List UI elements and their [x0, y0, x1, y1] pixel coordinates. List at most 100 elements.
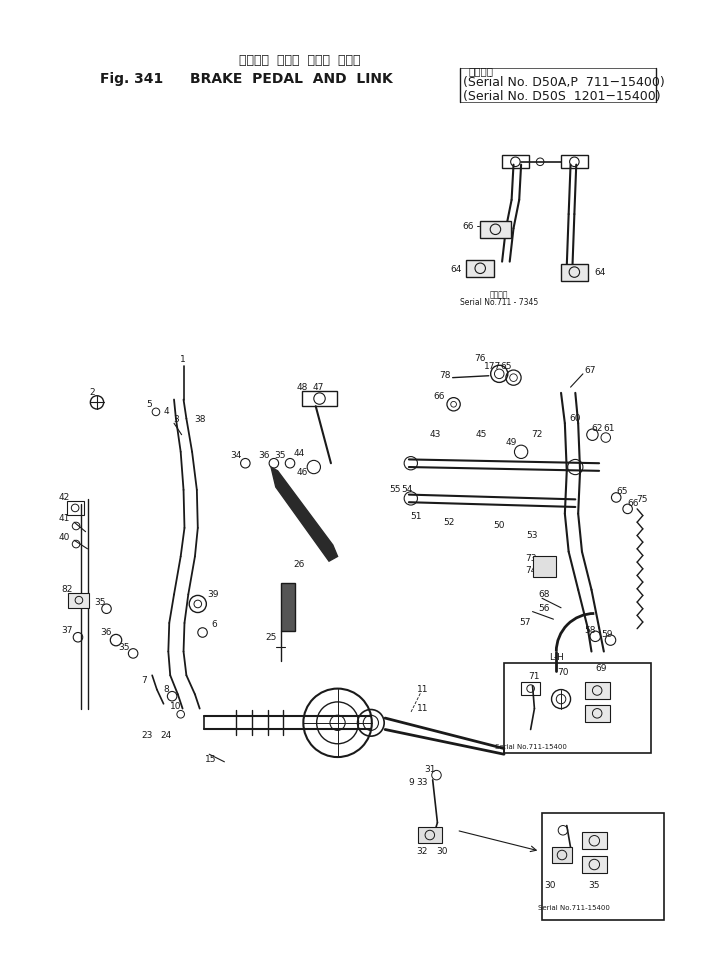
Text: 39: 39 — [207, 590, 219, 599]
Text: 68: 68 — [538, 590, 550, 599]
Text: 4: 4 — [164, 407, 169, 416]
Text: 62: 62 — [592, 424, 603, 432]
Bar — [418, 828, 442, 843]
Text: 72: 72 — [531, 431, 543, 439]
Text: BRAKE  PEDAL  AND  LINK: BRAKE PEDAL AND LINK — [190, 72, 393, 86]
Text: Serial No.711-15400: Serial No.711-15400 — [538, 905, 610, 912]
Bar — [585, 705, 609, 722]
Text: 31: 31 — [424, 765, 435, 774]
Text: 66: 66 — [462, 222, 474, 231]
Bar — [582, 856, 607, 873]
Text: 26: 26 — [293, 559, 304, 569]
Text: 35: 35 — [274, 451, 286, 460]
Text: 5: 5 — [147, 399, 152, 409]
Text: 48: 48 — [297, 383, 308, 392]
Bar — [521, 682, 540, 695]
Bar — [561, 155, 588, 169]
Text: 43: 43 — [430, 431, 442, 439]
Text: 64: 64 — [595, 268, 606, 277]
Bar — [69, 592, 89, 608]
Text: 3: 3 — [173, 415, 179, 424]
Text: 36: 36 — [258, 451, 270, 460]
Text: 73: 73 — [525, 554, 536, 563]
Text: 76: 76 — [475, 355, 486, 363]
Text: 1: 1 — [180, 356, 185, 364]
Text: 61: 61 — [604, 424, 615, 432]
Text: 6: 6 — [211, 620, 217, 629]
Bar — [67, 502, 84, 514]
Text: 66: 66 — [628, 499, 639, 507]
Text: 58: 58 — [584, 626, 595, 635]
Text: 24: 24 — [161, 730, 172, 739]
Text: 70: 70 — [557, 668, 569, 677]
Text: 60: 60 — [569, 414, 581, 423]
Text: 11: 11 — [418, 685, 429, 694]
Text: 46: 46 — [297, 468, 308, 477]
Text: 56: 56 — [538, 604, 550, 614]
Text: 67: 67 — [585, 366, 596, 376]
Bar — [502, 155, 529, 169]
Text: 34: 34 — [230, 451, 241, 460]
Text: 49: 49 — [506, 437, 517, 447]
Bar — [561, 264, 588, 281]
Text: 38: 38 — [194, 415, 206, 424]
Text: 78: 78 — [439, 371, 451, 380]
Text: Serial No.711-15400: Serial No.711-15400 — [495, 743, 567, 750]
Text: (Serial No. D50A,P  711−15400): (Serial No. D50A,P 711−15400) — [463, 76, 665, 90]
Text: 9: 9 — [408, 778, 413, 787]
Text: 36: 36 — [101, 628, 112, 637]
Text: 25: 25 — [265, 633, 277, 642]
Bar — [542, 813, 664, 919]
Text: 55: 55 — [389, 485, 400, 495]
Text: 7: 7 — [142, 676, 147, 685]
Text: 33: 33 — [416, 778, 428, 787]
Text: 10: 10 — [170, 702, 182, 711]
Text: 8: 8 — [164, 685, 169, 694]
Text: 59: 59 — [601, 630, 612, 639]
Text: 57: 57 — [519, 618, 531, 627]
Text: 32: 32 — [416, 846, 428, 856]
Text: 71: 71 — [529, 672, 540, 681]
Text: 64: 64 — [451, 265, 462, 274]
Bar — [504, 663, 651, 753]
Text: 15: 15 — [206, 756, 217, 765]
Bar — [466, 260, 494, 277]
Polygon shape — [271, 467, 338, 561]
Text: 74: 74 — [525, 566, 536, 576]
Bar — [533, 556, 556, 578]
Text: (Serial No. D50S  1201−15400): (Serial No. D50S 1201−15400) — [463, 90, 661, 102]
Text: 2: 2 — [89, 389, 95, 397]
Text: 75: 75 — [636, 495, 648, 504]
Text: 54: 54 — [402, 485, 413, 495]
Text: 適用号機: 適用号機 — [490, 290, 508, 299]
Text: 23: 23 — [142, 730, 153, 739]
Text: 69: 69 — [595, 664, 607, 673]
Text: 47: 47 — [313, 383, 324, 392]
Text: 40: 40 — [59, 533, 70, 542]
Text: 52: 52 — [443, 518, 454, 527]
Bar — [552, 847, 572, 863]
Text: 適用号機: 適用号機 — [469, 66, 494, 76]
Text: 35: 35 — [118, 643, 129, 653]
Text: Fig. 341: Fig. 341 — [100, 72, 163, 86]
Text: 30: 30 — [544, 880, 555, 890]
Text: 177: 177 — [484, 361, 501, 371]
Text: 53: 53 — [526, 531, 538, 540]
Text: Serial No.711 - 7345: Serial No.711 - 7345 — [460, 298, 538, 307]
Text: 45: 45 — [475, 431, 487, 439]
Text: 50: 50 — [494, 521, 505, 531]
Bar — [282, 583, 295, 630]
Text: 51: 51 — [411, 512, 423, 521]
Text: 44: 44 — [294, 449, 305, 458]
Text: 66: 66 — [434, 393, 445, 401]
Text: ブレーキ  ペダル  および  リンク: ブレーキ ペダル および リンク — [239, 54, 360, 66]
Text: 42: 42 — [59, 493, 70, 502]
Bar — [585, 682, 609, 699]
Bar — [303, 391, 337, 406]
Text: 11: 11 — [418, 704, 429, 713]
Text: 65: 65 — [616, 487, 628, 497]
Bar — [582, 832, 607, 849]
Text: 65: 65 — [500, 361, 512, 371]
Bar — [480, 221, 510, 238]
Text: 82: 82 — [61, 585, 72, 594]
